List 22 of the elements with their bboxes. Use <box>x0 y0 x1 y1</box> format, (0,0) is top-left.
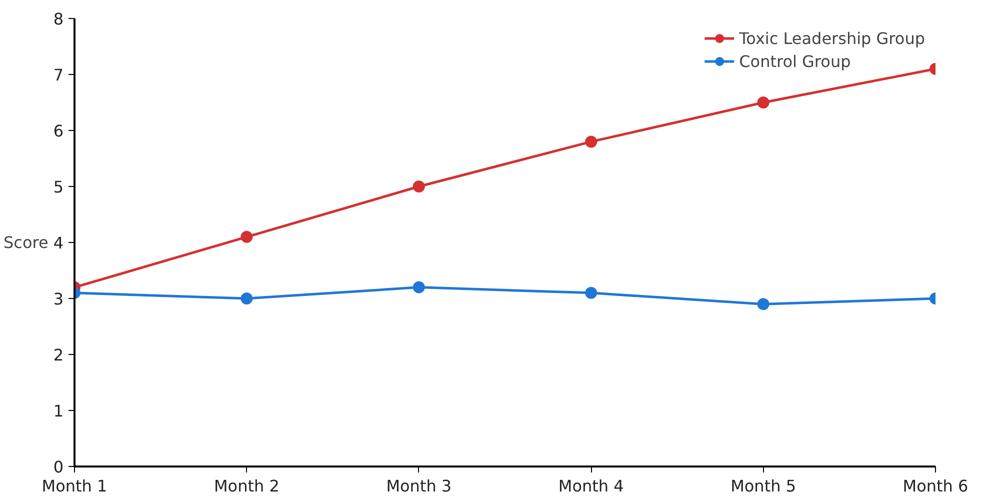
point <box>585 136 598 148</box>
x-tick-label: Month 6 <box>902 476 968 496</box>
y-tick-label: 4 <box>53 234 64 252</box>
y-tick-label: 6 <box>53 122 64 140</box>
y-axis-title: Score <box>4 233 48 252</box>
legend-label: Toxic Leadership Group <box>739 28 925 48</box>
legend-label: Control Group <box>739 52 851 70</box>
x-tick-label: Month 3 <box>386 476 452 496</box>
x-tick-label: Month 1 <box>42 476 108 496</box>
x-tick-label: Month 4 <box>558 476 624 496</box>
point <box>585 286 598 299</box>
point <box>412 281 425 294</box>
y-tick-label: 7 <box>53 66 64 84</box>
y-tick-label: 8 <box>53 10 64 28</box>
point <box>412 180 425 192</box>
y-tick-label: 3 <box>53 290 64 308</box>
y-tick-label: 5 <box>53 178 64 196</box>
x-tick-label: Month 5 <box>730 476 796 496</box>
y-tick-label: 1 <box>53 402 64 420</box>
y-tick-label: 0 <box>53 458 64 476</box>
x-tick-label: Month 2 <box>214 476 280 496</box>
y-tick-label: 2 <box>53 346 64 364</box>
